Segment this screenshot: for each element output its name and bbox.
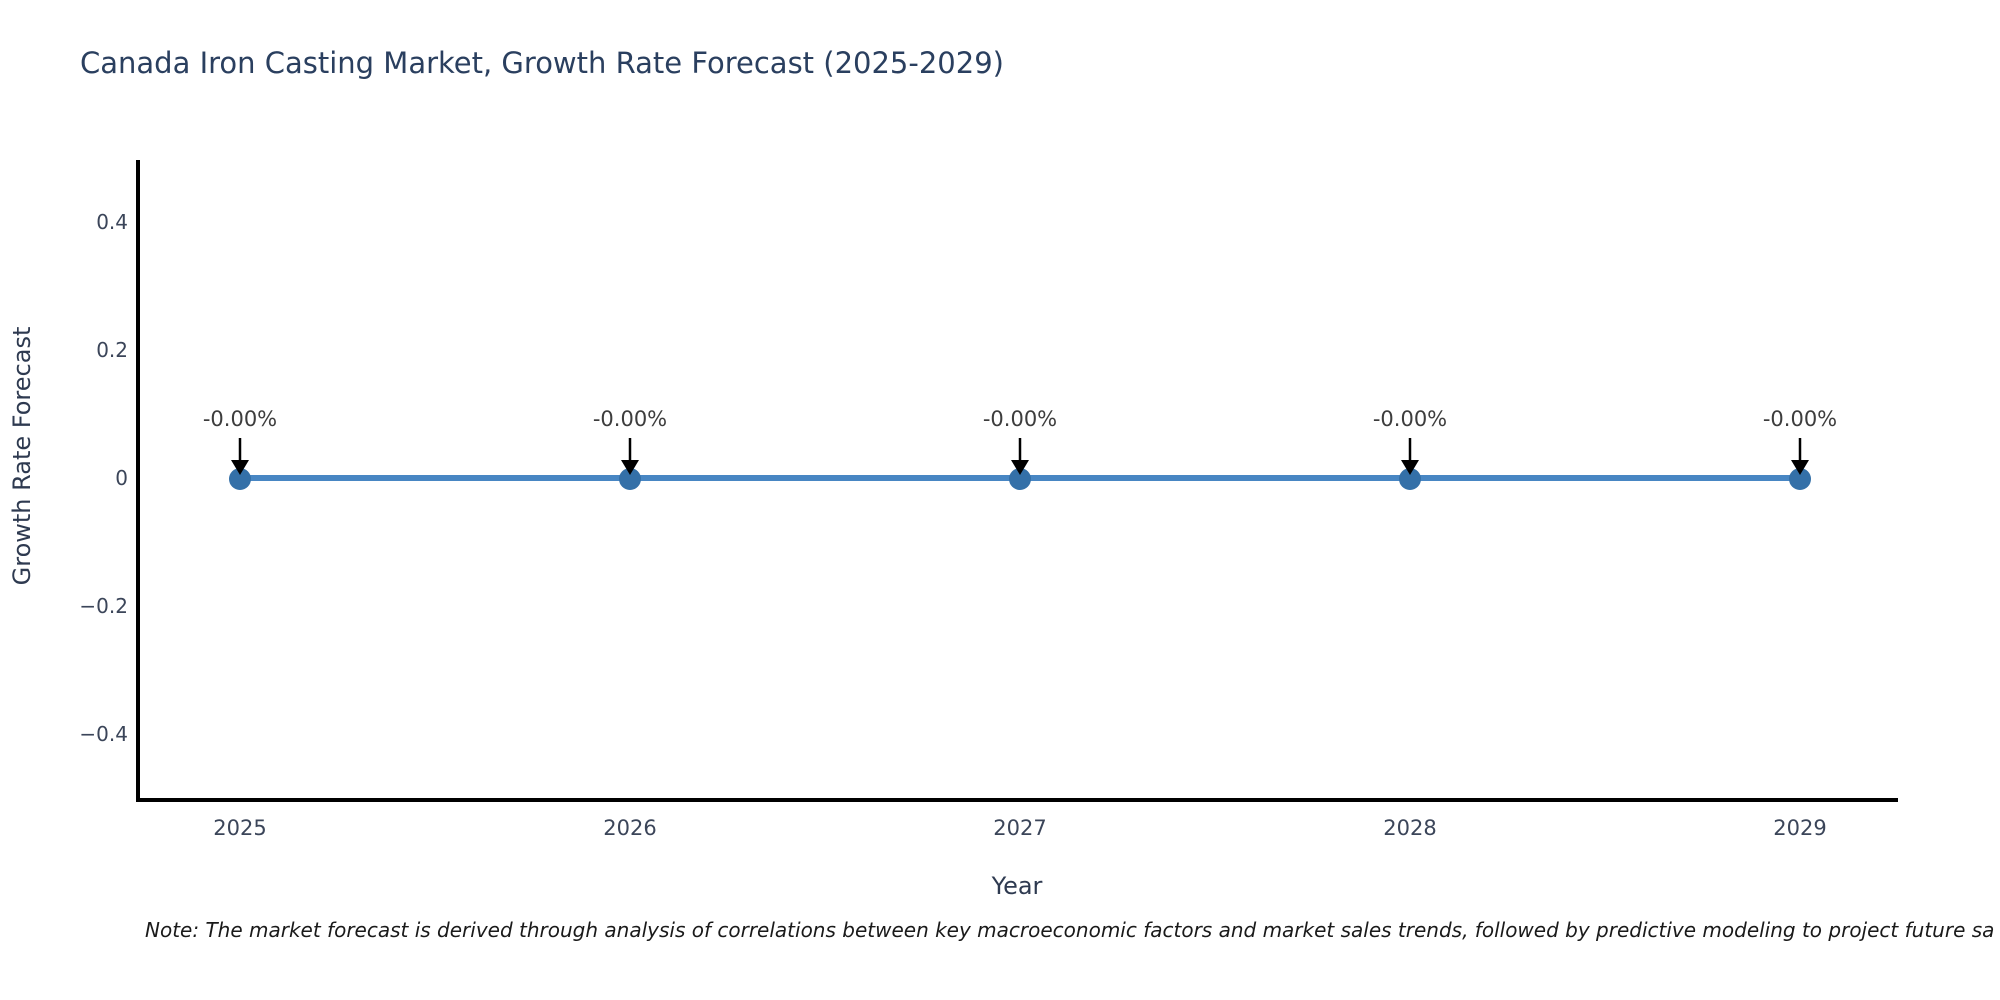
data-point-marker — [1789, 468, 1811, 490]
data-point-marker — [1399, 468, 1421, 490]
annotation-arrowhead-icon — [1011, 460, 1029, 475]
x-tick-label: 2026 — [603, 816, 656, 840]
x-tick-label: 2028 — [1383, 816, 1436, 840]
data-point-marker — [1009, 468, 1031, 490]
point-label: -0.00% — [593, 407, 667, 431]
x-tick-label: 2025 — [213, 816, 266, 840]
annotation-arrowhead-icon — [231, 460, 249, 475]
point-label: -0.00% — [203, 407, 277, 431]
data-point-marker — [229, 468, 251, 490]
point-label: -0.00% — [983, 407, 1057, 431]
x-tick-label: 2027 — [993, 816, 1046, 840]
chart-title: Canada Iron Casting Market, Growth Rate … — [80, 46, 1004, 80]
y-tick-label: 0.2 — [96, 338, 128, 362]
x-tick-label: 2029 — [1773, 816, 1826, 840]
annotation-arrowhead-icon — [621, 460, 639, 475]
x-axis-title: Year — [991, 872, 1043, 900]
point-label: -0.00% — [1763, 407, 1837, 431]
footnote: Note: The market forecast is derived thr… — [145, 918, 1995, 942]
annotation-arrowhead-icon — [1791, 460, 1809, 475]
point-label: -0.00% — [1373, 407, 1447, 431]
data-point-marker — [619, 468, 641, 490]
annotation-arrowhead-icon — [1401, 460, 1419, 475]
y-tick-label: 0 — [115, 466, 128, 490]
y-tick-label: 0.4 — [96, 210, 128, 234]
y-tick-label: −0.4 — [79, 722, 128, 746]
y-tick-label: −0.2 — [79, 594, 128, 618]
